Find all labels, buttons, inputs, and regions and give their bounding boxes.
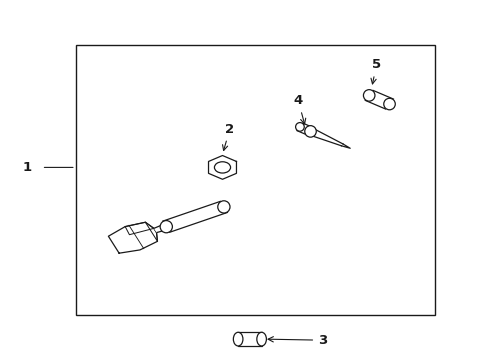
Text: 4: 4 bbox=[293, 94, 305, 124]
Ellipse shape bbox=[363, 90, 374, 101]
Text: 5: 5 bbox=[370, 58, 380, 84]
Ellipse shape bbox=[383, 98, 394, 110]
Ellipse shape bbox=[295, 123, 304, 131]
Polygon shape bbox=[154, 224, 168, 233]
Ellipse shape bbox=[160, 221, 172, 233]
Bar bbox=[238, 332, 261, 346]
Text: 2: 2 bbox=[222, 123, 234, 150]
Ellipse shape bbox=[217, 201, 229, 213]
Ellipse shape bbox=[256, 332, 266, 346]
Ellipse shape bbox=[214, 162, 230, 173]
Ellipse shape bbox=[233, 332, 243, 346]
Ellipse shape bbox=[304, 126, 316, 137]
Text: 3: 3 bbox=[267, 334, 326, 347]
Bar bbox=[76, 45, 434, 315]
Text: 1: 1 bbox=[22, 161, 32, 174]
